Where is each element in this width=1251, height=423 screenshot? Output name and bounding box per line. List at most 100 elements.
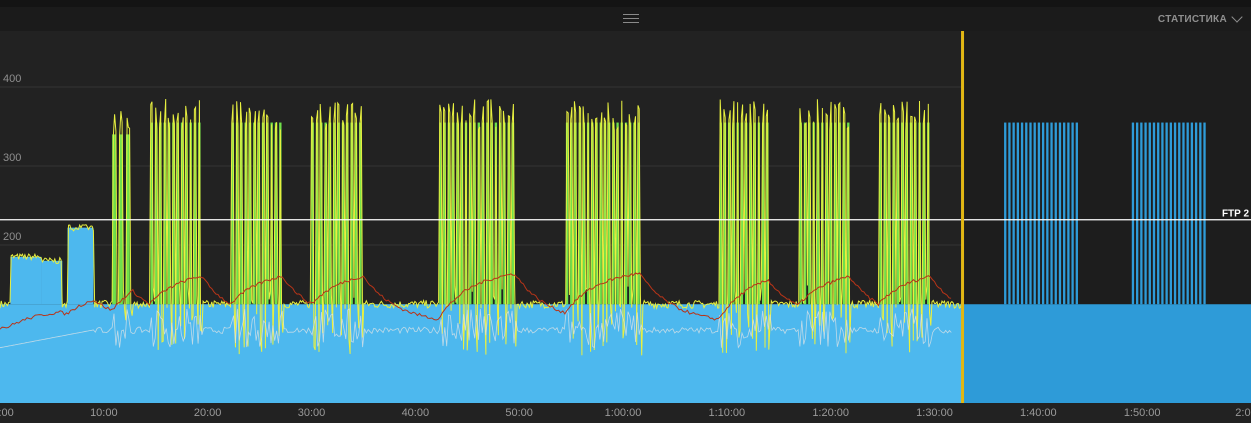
future-interval-bar	[1148, 122, 1151, 305]
chevron-down-icon	[1231, 11, 1243, 23]
x-tick-label: 30:00	[298, 407, 326, 419]
future-interval-bar	[1186, 122, 1189, 305]
interval-bar	[927, 122, 930, 305]
interval-bar	[838, 122, 841, 305]
interval-bar	[603, 122, 607, 305]
warmup-block	[41, 260, 63, 305]
x-tick-label: 1:50:00	[1124, 407, 1161, 419]
workout-chart[interactable]: FTP 2 400 300 200 00:00 10:00 20:00 30:00 40:00…	[0, 31, 1251, 423]
interval-bar	[896, 122, 900, 305]
future-interval-bar	[1203, 122, 1206, 305]
interval-bar	[311, 122, 314, 305]
future-interval-bar	[1157, 122, 1160, 305]
interval-bar	[494, 122, 498, 305]
interval-bar	[159, 122, 162, 305]
interval-bar	[341, 122, 345, 305]
future-interval-bar	[1050, 122, 1053, 305]
interval-bar	[608, 122, 611, 305]
interval-bar	[624, 122, 628, 305]
interval-bar	[595, 122, 598, 305]
future-interval-bar	[1046, 122, 1049, 305]
interval-bar	[766, 122, 769, 305]
interval-bar	[235, 122, 239, 305]
future-interval-bar	[1063, 122, 1066, 305]
interval-bar	[359, 122, 362, 305]
interval-bar	[460, 122, 463, 305]
interval-bar	[825, 122, 828, 305]
chart-axes: 400 300 200 00:00 10:00 20:00 30:00 40:00 50:00 1…	[0, 73, 1251, 419]
interval-bar	[578, 122, 581, 305]
future-interval-bar	[1144, 122, 1147, 305]
interval-bar	[266, 122, 269, 305]
x-tick-label: 1:20:00	[812, 407, 849, 419]
interval-bar	[320, 122, 323, 305]
interval-bar	[163, 122, 166, 305]
future-interval-bar	[1131, 122, 1135, 305]
interval-bar	[749, 122, 752, 305]
interval-bar	[274, 122, 278, 305]
interval-bar	[616, 122, 619, 305]
interval-bar	[193, 122, 197, 305]
warmup-block	[10, 256, 42, 305]
interval-bar	[799, 122, 802, 305]
interval-bar	[253, 122, 256, 305]
interval-bar	[346, 122, 349, 305]
power-trace	[0, 98, 963, 356]
interval-bar	[324, 122, 327, 305]
interval-bar	[847, 122, 850, 305]
interval-bar	[261, 122, 265, 305]
interval-bar	[333, 122, 336, 305]
interval-bar	[167, 122, 171, 305]
x-tick-label: 20:00	[194, 407, 222, 419]
heart-rate-trace	[0, 272, 952, 330]
interval-bar	[354, 122, 358, 305]
future-interval-bar	[1004, 122, 1007, 305]
hamburger-menu-icon[interactable]	[623, 12, 639, 26]
interval-bar	[172, 122, 175, 305]
future-interval-bar	[1173, 122, 1177, 305]
interval-bar	[565, 122, 569, 305]
playback-cursor	[961, 31, 965, 403]
future-interval-bar	[1190, 122, 1194, 305]
interval-bar	[328, 122, 332, 305]
interval-bar	[350, 122, 353, 305]
future-interval-bar	[1037, 122, 1041, 305]
interval-bar	[337, 122, 340, 305]
x-tick-label: 1:30:00	[916, 407, 953, 419]
interval-bar	[842, 122, 846, 305]
future-interval-bar	[1067, 122, 1070, 305]
interval-bar	[185, 122, 188, 305]
interval-bar	[198, 122, 201, 305]
interval-bar	[231, 122, 234, 305]
interval-bar	[728, 122, 731, 305]
future-interval-bar	[1194, 122, 1198, 305]
future-interval-bar	[1020, 122, 1024, 305]
interval-bar	[757, 122, 761, 305]
future-interval-bar	[1025, 122, 1028, 305]
interval-bar	[629, 122, 632, 305]
interval-bar	[591, 122, 594, 305]
x-tick-label: 1:00:00	[605, 407, 642, 419]
interval-bar	[469, 122, 472, 305]
x-tick-label: 1:10:00	[708, 407, 745, 419]
future-interval-bar	[1169, 122, 1172, 305]
interval-bar	[723, 122, 727, 305]
top-toolbar: СТАТИСТИКА	[0, 0, 1251, 31]
interval-bar	[633, 122, 636, 305]
interval-bar	[736, 122, 739, 305]
interval-bar	[879, 122, 882, 305]
interval-bar	[620, 122, 623, 305]
y-tick-label: 300	[3, 152, 21, 164]
interval-bar	[586, 122, 590, 305]
future-base	[962, 304, 1251, 403]
future-interval-bar	[1041, 122, 1045, 305]
future-interval-bar	[1152, 122, 1156, 305]
interval-bar	[888, 122, 891, 305]
future-interval-bar	[1054, 122, 1057, 305]
interval-bar	[612, 122, 615, 305]
x-tick-label: 2:00	[1235, 407, 1251, 419]
statistics-dropdown[interactable]: СТАТИСТИКА	[1158, 11, 1243, 26]
future-interval-bar	[1075, 122, 1078, 305]
chart-overlays: FTP 2	[0, 31, 1251, 403]
future-interval-bar	[1178, 122, 1181, 305]
